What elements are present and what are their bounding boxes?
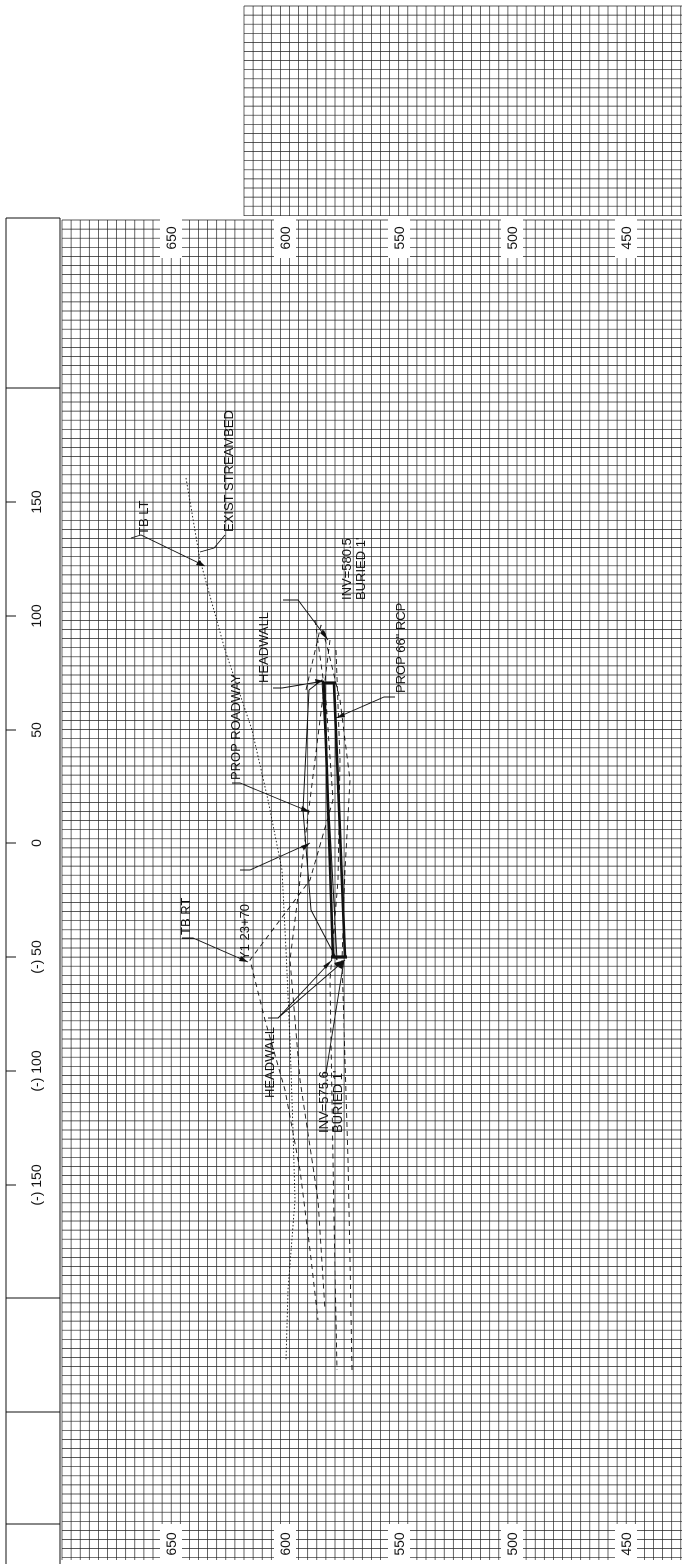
station-label-0: 0 (28, 839, 44, 847)
station-labels: 150 100 50 0 (-) 50 (-) 100 (-) 150 (28, 490, 44, 1206)
station-label-neg150: (-) 150 (28, 1164, 44, 1205)
elev-bottom-550: 550 (391, 1532, 407, 1556)
label-inv-upper: INV=580.5 (339, 538, 354, 600)
elevation-labels-bottom: 650 600 550 500 450 (160, 1524, 637, 1564)
elev-top-550: 550 (391, 226, 407, 250)
station-label-100: 100 (28, 604, 44, 628)
annotation-labels: TB LT EXIST STREAMBED INV=580.5 BURIED 1… (136, 410, 408, 1133)
label-prop-rcp: PROP 66" RCP (393, 603, 408, 693)
station-ticks (6, 501, 16, 1186)
label-station-ref: Y1 23+70 (237, 904, 252, 960)
label-prop-roadway: PROP ROADWAY (228, 674, 243, 780)
elev-top-500: 500 (504, 226, 520, 250)
elev-top-650: 650 (163, 226, 179, 250)
station-label-150: 150 (28, 490, 44, 514)
left-margin-strip (5, 217, 61, 1564)
elev-bottom-600: 600 (277, 1532, 293, 1556)
culvert-pipe (322, 681, 347, 959)
leader-lines (130, 534, 395, 1074)
main-grid (61, 219, 682, 1560)
dashed-tb-rt-line (249, 619, 334, 1321)
station-label-neg50: (-) 50 (28, 940, 44, 974)
arrowheads (196, 560, 345, 969)
label-tb-rt: TB RT (178, 898, 193, 935)
elev-bottom-450: 450 (618, 1532, 634, 1556)
elevation-labels-top: 650 600 550 500 450 (160, 218, 637, 258)
elev-bottom-650: 650 (163, 1532, 179, 1556)
label-buried-upper: BURIED 1' (353, 538, 368, 600)
elev-top-450: 450 (618, 226, 634, 250)
upper-grid (243, 5, 682, 216)
label-buried-lower: BURIED 1' (330, 1071, 345, 1133)
elev-bottom-500: 500 (504, 1532, 520, 1556)
label-headwall-lower: HEADWALL (262, 1027, 277, 1098)
station-label-50: 50 (28, 722, 44, 738)
label-headwall-upper: HEADWALL (256, 612, 271, 683)
dashed-tb-lt-line (305, 624, 353, 1371)
elev-top-600: 600 (277, 226, 293, 250)
label-tb-lt: TB LT (136, 501, 151, 535)
station-label-neg100: (-) 100 (28, 1050, 44, 1091)
dashed-stream-line (329, 649, 341, 1371)
label-exist-streambed: EXIST STREAMBED (221, 410, 236, 532)
dotted-ground-line (185, 477, 296, 1361)
label-inv-lower: INV=575.6 (316, 1071, 331, 1133)
